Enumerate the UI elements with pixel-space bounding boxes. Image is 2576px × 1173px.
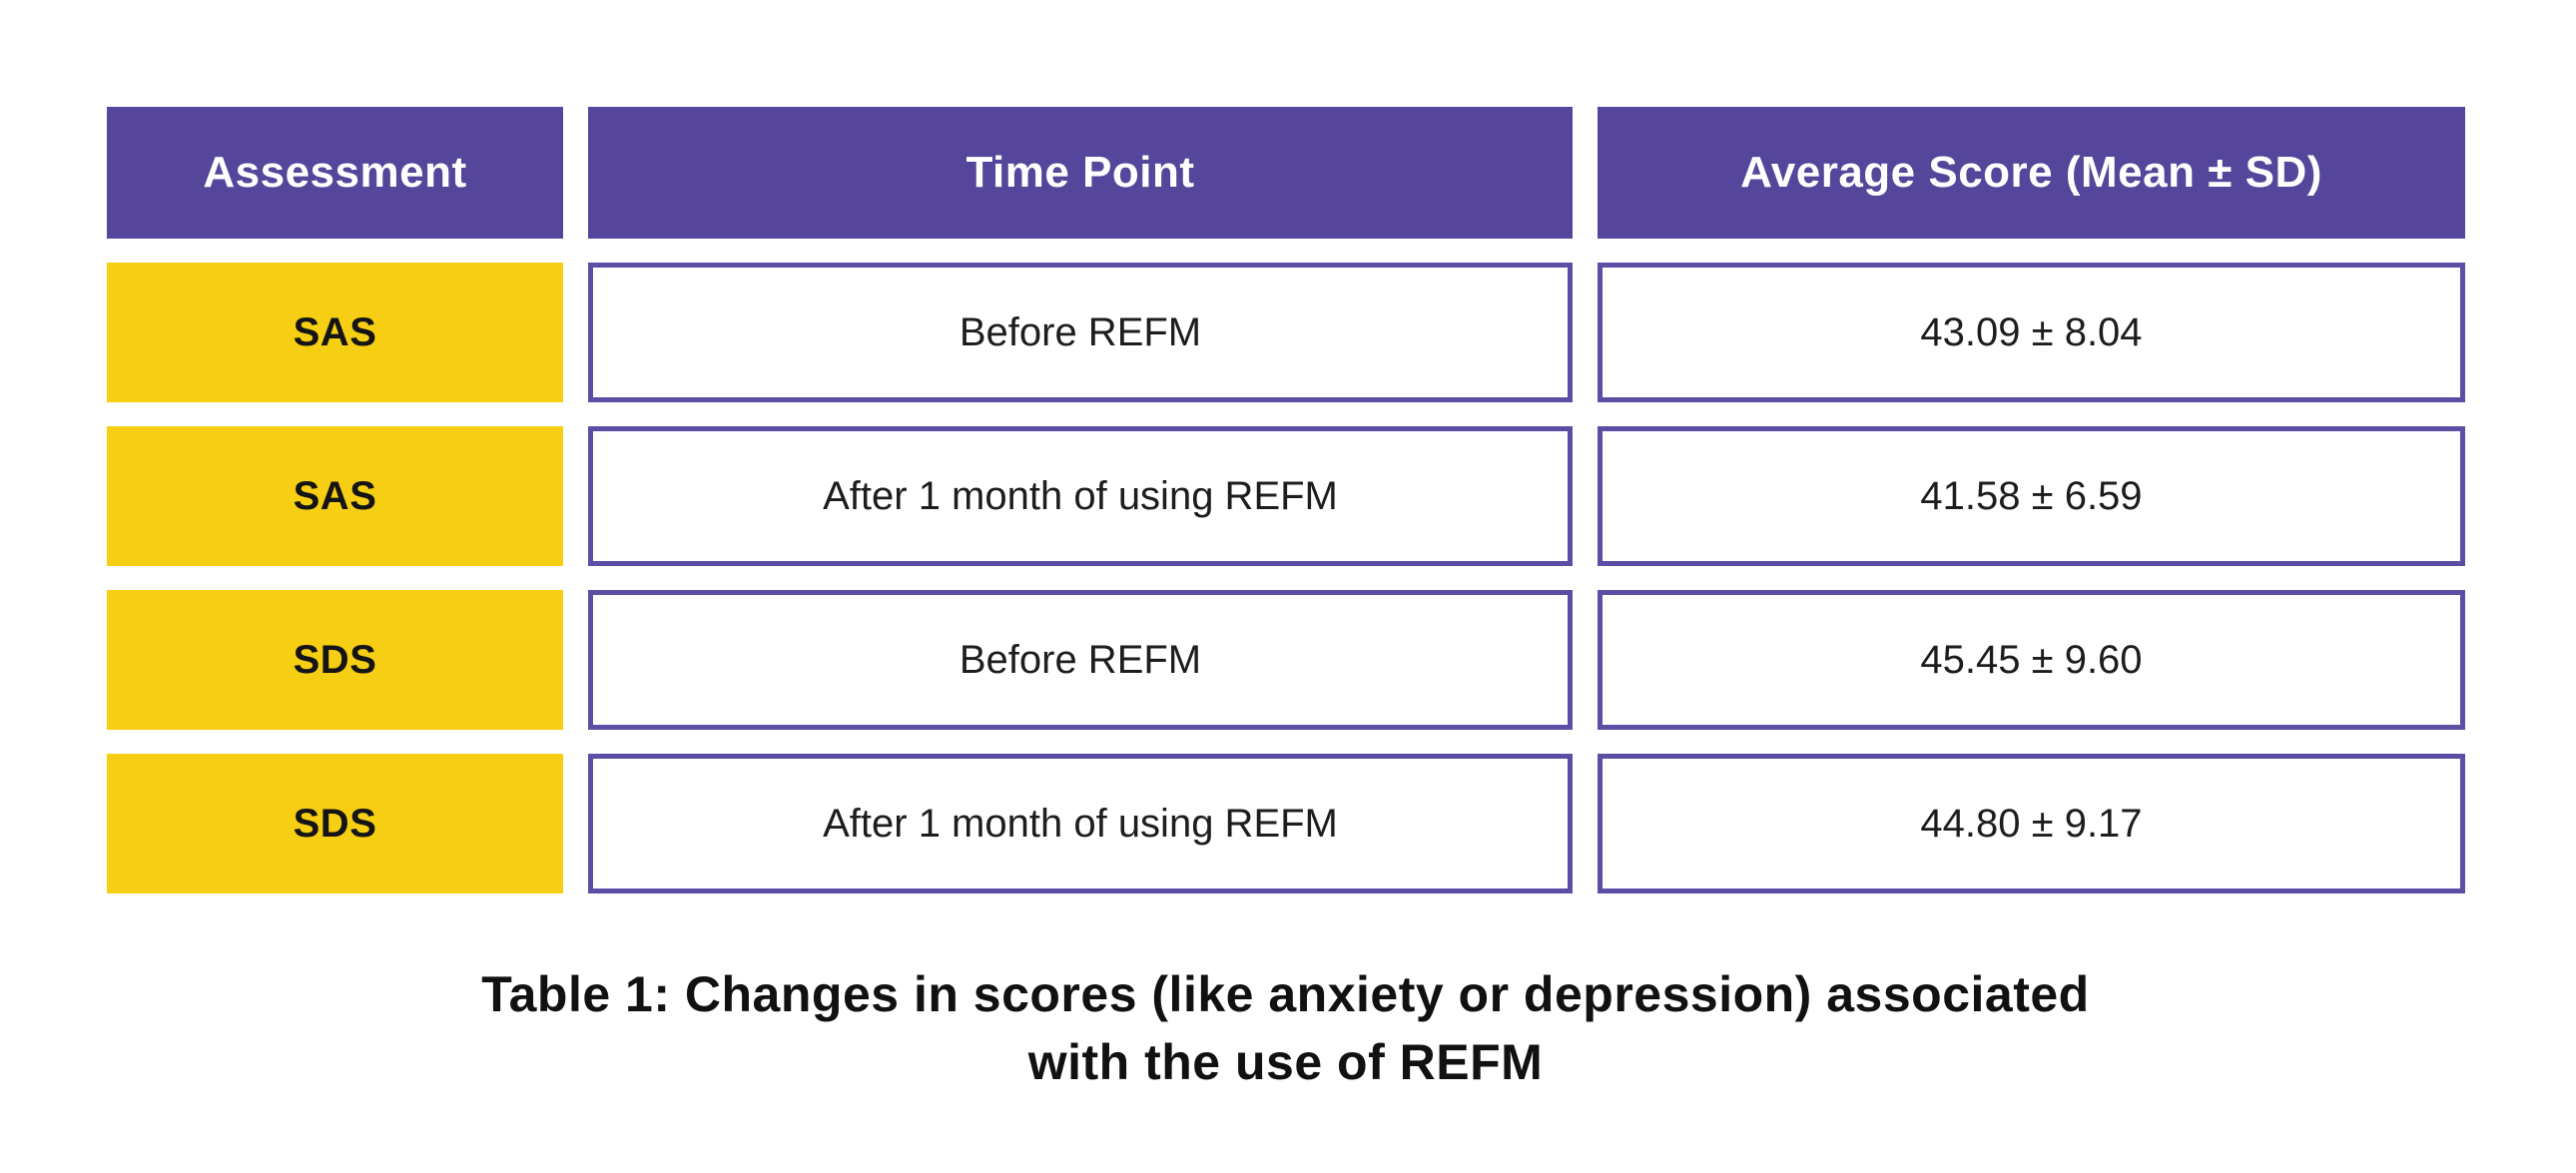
- table-caption-line-2: with the use of REFM: [1027, 1034, 1544, 1090]
- column-header-time-point-label: Time Point: [966, 148, 1195, 197]
- table-row-2-assessment: SAS: [107, 426, 563, 566]
- assessment-value: SDS: [293, 801, 377, 846]
- column-header-assessment: Assessment: [107, 107, 563, 239]
- assessment-value: SAS: [293, 473, 377, 518]
- table-row-1-assessment: SAS: [107, 263, 563, 402]
- time-point-value: Before REFM: [959, 309, 1202, 354]
- score-value: 44.80 ± 9.17: [1920, 801, 2143, 846]
- score-value: 45.45 ± 9.60: [1920, 637, 2143, 682]
- score-value: 43.09 ± 8.04: [1920, 309, 2143, 354]
- table-row-4-assessment: SDS: [107, 754, 563, 893]
- time-point-value: After 1 month of using REFM: [823, 473, 1338, 518]
- time-point-value: Before REFM: [959, 637, 1202, 682]
- table-row-1-score: 43.09 ± 8.04: [1598, 263, 2465, 402]
- table-row-3-time-point: Before REFM: [588, 590, 1573, 730]
- assessment-value: SDS: [293, 637, 377, 682]
- table-caption: Table 1: Changes in scores (like anxiety…: [107, 960, 2464, 1096]
- table-row-2-time-point: After 1 month of using REFM: [588, 426, 1573, 566]
- table-row-2-score: 41.58 ± 6.59: [1598, 426, 2465, 566]
- column-header-average-score-label: Average Score (Mean ± SD): [1740, 148, 2322, 197]
- column-header-assessment-label: Assessment: [203, 148, 467, 197]
- table-row-4-time-point: After 1 month of using REFM: [588, 754, 1573, 893]
- column-header-time-point: Time Point: [588, 107, 1573, 239]
- table-row-4-score: 44.80 ± 9.17: [1598, 754, 2465, 893]
- table-row-3-assessment: SDS: [107, 590, 563, 730]
- scores-table: Assessment Time Point Average Score (Mea…: [107, 107, 2465, 893]
- assessment-value: SAS: [293, 309, 377, 354]
- table-row-1-time-point: Before REFM: [588, 263, 1573, 402]
- time-point-value: After 1 month of using REFM: [823, 801, 1338, 846]
- table-row-3-score: 45.45 ± 9.60: [1598, 590, 2465, 730]
- table-caption-line-1: Table 1: Changes in scores (like anxiety…: [481, 966, 2090, 1022]
- column-header-average-score: Average Score (Mean ± SD): [1598, 107, 2465, 239]
- score-value: 41.58 ± 6.59: [1920, 473, 2143, 518]
